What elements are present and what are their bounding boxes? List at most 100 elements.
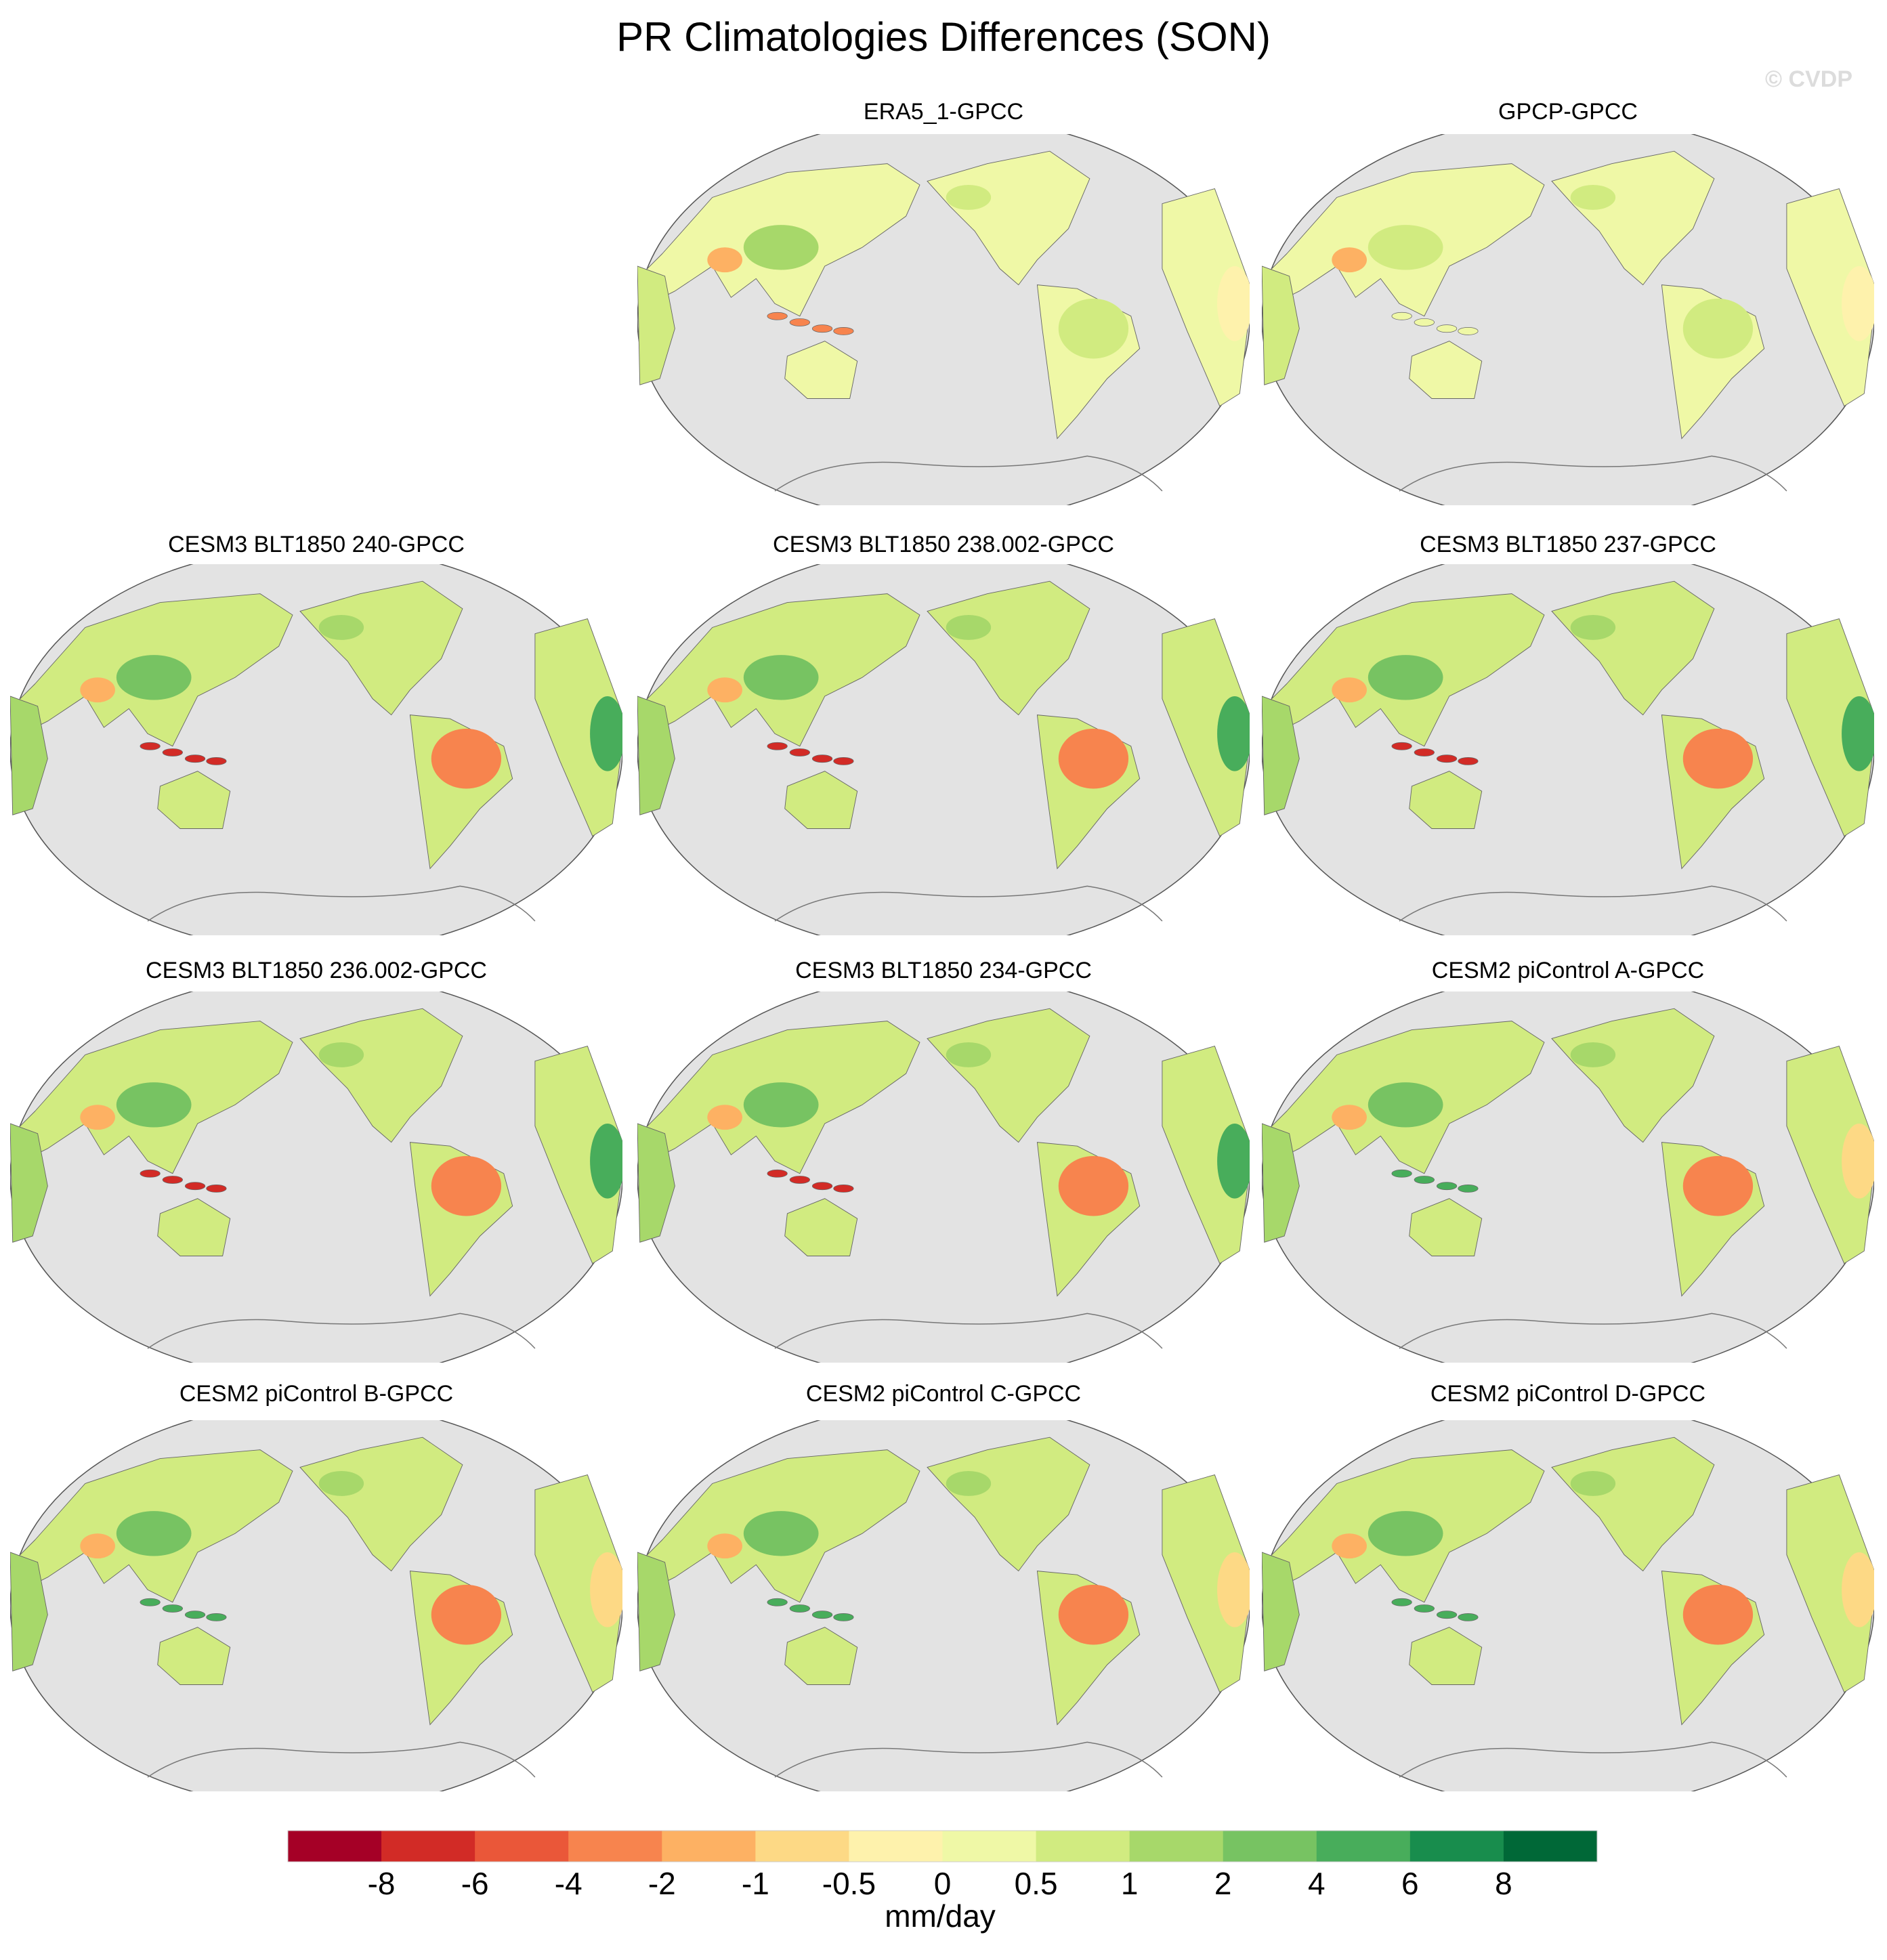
africa (1786, 1045, 1874, 1264)
maritime-continent-island (1414, 1604, 1435, 1613)
maritime-continent-island (1414, 1176, 1435, 1184)
africa (1162, 188, 1250, 407)
africa-anomaly (1842, 1123, 1874, 1199)
na-anomaly (946, 1471, 992, 1496)
africa-anomaly (1217, 696, 1250, 771)
asia-anomaly (1367, 1082, 1443, 1128)
africa (1786, 188, 1874, 407)
colorbar-tick-label: -2 (648, 1866, 676, 1901)
maritime-continent-island (1458, 1613, 1479, 1621)
land-layer (10, 1008, 622, 1349)
india-anomaly (80, 1533, 115, 1559)
figure-title: PR Climatologies Differences (SON) (616, 14, 1271, 60)
north-america (1551, 150, 1715, 286)
colorbar-swatch (1036, 1831, 1130, 1862)
maritime-continent-island (1391, 312, 1412, 320)
maritime-continent-island (811, 1611, 833, 1619)
colorbar-tick-label: -0.5 (822, 1866, 876, 1901)
colorbar-tick-label: -1 (742, 1866, 769, 1901)
map-panel: CESM3 BLT1850 234-GPCC (637, 958, 1250, 1363)
asia-anomaly (1367, 655, 1443, 700)
panel-title: CESM2 piControl A-GPCC (1432, 958, 1704, 983)
maritime-continent-island (162, 1176, 183, 1184)
africa-west-edge (637, 1123, 675, 1243)
colorbar-swatch (755, 1831, 849, 1862)
north-america (927, 1436, 1090, 1572)
maritime-continent-island (767, 1598, 788, 1606)
panel-title: GPCP-GPCC (1498, 99, 1638, 125)
antarctica-coast (1399, 455, 1787, 492)
panel-title: CESM2 piControl C-GPCC (806, 1381, 1081, 1407)
africa-west-edge (10, 696, 48, 815)
maritime-continent-island (206, 1613, 227, 1621)
maritime-continent-island (1436, 324, 1458, 333)
north-america (299, 1436, 463, 1572)
antarctica-coast (147, 1741, 536, 1778)
na-anomaly (946, 185, 992, 210)
north-america (927, 150, 1090, 286)
colorbar-frame (287, 1830, 1598, 1862)
maritime-continent-island (789, 1604, 810, 1613)
panel-title: ERA5_1-GPCC (864, 99, 1023, 125)
colorbar-swatch (475, 1831, 569, 1862)
panel-title: CESM3 BLT1850 234-GPCC (795, 958, 1092, 983)
maritime-continent-island (767, 312, 788, 320)
maritime-continent-island (1391, 1598, 1412, 1606)
land-layer (10, 580, 622, 922)
na-anomaly (318, 615, 364, 640)
amazon-anomaly (1682, 728, 1754, 789)
colorbar-swatch (1503, 1831, 1598, 1862)
africa-west-edge (637, 696, 675, 815)
panel-title: CESM2 piControl D-GPCC (1430, 1381, 1705, 1407)
maritime-continent-island (833, 1613, 854, 1621)
africa-anomaly (590, 696, 622, 771)
amazon-anomaly (1682, 1155, 1754, 1216)
maritime-continent-island (811, 754, 833, 763)
africa-anomaly (1842, 696, 1874, 771)
antarctica-coast (1399, 1313, 1787, 1349)
australia (784, 1198, 858, 1256)
maritime-continent-island (767, 742, 788, 750)
amazon-anomaly (1058, 1155, 1129, 1216)
colorbar-swatch (381, 1831, 475, 1862)
africa-anomaly (1217, 1123, 1250, 1199)
map-panel: CESM2 piControl C-GPCC (637, 1381, 1250, 1791)
panel-title: CESM3 BLT1850 240-GPCC (168, 532, 465, 557)
maritime-continent-island (789, 748, 810, 757)
asia-anomaly (116, 1511, 192, 1556)
colorbar-tick-label: -8 (368, 1866, 396, 1901)
africa (1162, 1474, 1250, 1693)
maritime-continent-island (206, 1184, 227, 1193)
maritime-continent-island (1414, 748, 1435, 757)
africa-anomaly (590, 1123, 622, 1199)
north-america (1551, 580, 1715, 716)
maritime-continent-island (140, 1598, 161, 1606)
colorbar-tick-label: 0.5 (1015, 1866, 1058, 1901)
map-panel: CESM3 BLT1850 238.002-GPCC (637, 532, 1250, 935)
africa-west-edge (1262, 1552, 1300, 1671)
north-america (299, 580, 463, 716)
colorbar-tick-label: -6 (461, 1866, 489, 1901)
maritime-continent-island (789, 318, 810, 326)
africa-west-edge (1262, 1123, 1300, 1243)
antarctica-coast (1399, 885, 1787, 922)
panel-title: CESM3 BLT1850 236.002-GPCC (146, 958, 487, 983)
maritime-continent-island (1436, 1611, 1458, 1619)
india-anomaly (707, 1105, 742, 1130)
north-america (1551, 1436, 1715, 1572)
colorbar-swatch (1129, 1831, 1224, 1862)
australia (157, 771, 231, 829)
land-layer (1262, 150, 1874, 492)
map-panel: CESM2 piControl B-GPCC (10, 1381, 622, 1791)
amazon-anomaly (1682, 1584, 1754, 1645)
india-anomaly (1332, 677, 1367, 703)
colorbar-swatch (1409, 1831, 1504, 1862)
colorbar-swatch (1316, 1831, 1411, 1862)
australia (784, 1627, 858, 1685)
india-anomaly (707, 247, 742, 273)
colorbar-tick-label: 1 (1121, 1866, 1139, 1901)
maritime-continent-island (162, 1604, 183, 1613)
amazon-anomaly (431, 1584, 502, 1645)
amazon-anomaly (431, 1155, 502, 1216)
